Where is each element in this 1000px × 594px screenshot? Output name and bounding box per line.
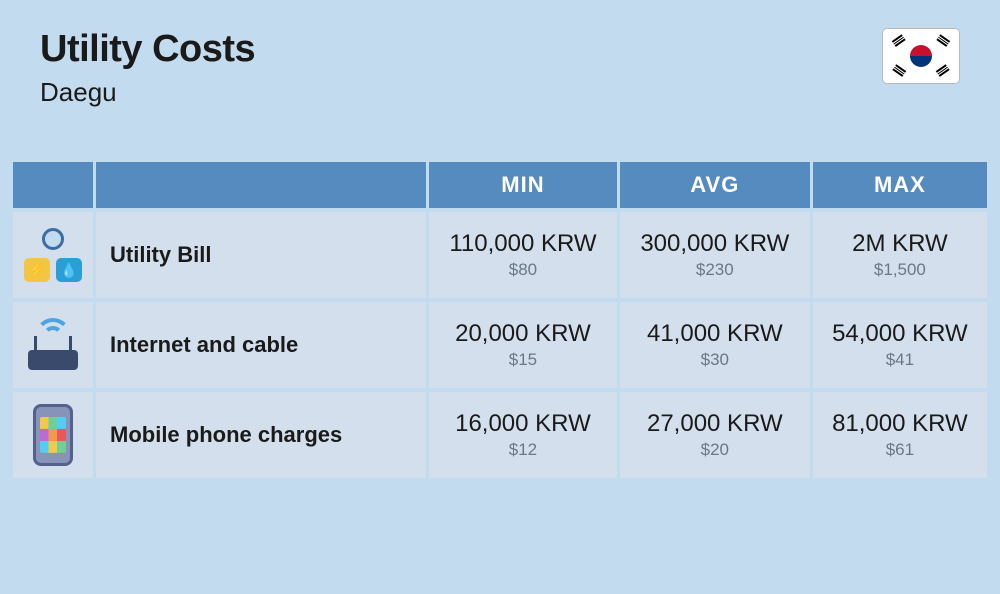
usd-value: $61: [819, 440, 981, 460]
usd-value: $12: [435, 440, 611, 460]
krw-value: 300,000 KRW: [626, 230, 804, 258]
header-row: MIN AVG MAX: [13, 162, 987, 208]
cell-avg: 27,000 KRW $20: [620, 392, 810, 478]
table-row: Internet and cable 20,000 KRW $15 41,000…: [13, 302, 987, 388]
cell-max: 2M KRW $1,500: [813, 212, 987, 298]
row-label: Utility Bill: [96, 212, 426, 298]
usd-value: $41: [819, 350, 981, 370]
table-row: Mobile phone charges 16,000 KRW $12 27,0…: [13, 392, 987, 478]
krw-value: 16,000 KRW: [435, 410, 611, 438]
usd-value: $15: [435, 350, 611, 370]
table-row: ⚡ 💧 Utility Bill 110,000 KRW $80 300,000…: [13, 212, 987, 298]
page-subtitle: Daegu: [40, 77, 255, 108]
title-block: Utility Costs Daegu: [40, 28, 255, 108]
cell-min: 16,000 KRW $12: [429, 392, 617, 478]
row-label: Internet and cable: [96, 302, 426, 388]
krw-value: 41,000 KRW: [626, 320, 804, 348]
router-icon: [13, 302, 93, 388]
cell-avg: 41,000 KRW $30: [620, 302, 810, 388]
page-title: Utility Costs: [40, 28, 255, 71]
header-blank-icon: [13, 162, 93, 208]
krw-value: 54,000 KRW: [819, 320, 981, 348]
row-label: Mobile phone charges: [96, 392, 426, 478]
header-blank-label: [96, 162, 426, 208]
usd-value: $20: [626, 440, 804, 460]
cost-table: MIN AVG MAX ⚡ 💧 Utility Bill 110,000 KRW…: [10, 158, 990, 482]
col-avg: AVG: [620, 162, 810, 208]
cell-min: 110,000 KRW $80: [429, 212, 617, 298]
usd-value: $80: [435, 260, 611, 280]
utility-bill-icon: ⚡ 💧: [13, 212, 93, 298]
cell-min: 20,000 KRW $15: [429, 302, 617, 388]
phone-icon: [13, 392, 93, 478]
flag-korea-icon: [882, 28, 960, 84]
usd-value: $1,500: [819, 260, 981, 280]
usd-value: $30: [626, 350, 804, 370]
krw-value: 81,000 KRW: [819, 410, 981, 438]
krw-value: 20,000 KRW: [435, 320, 611, 348]
usd-value: $230: [626, 260, 804, 280]
cell-avg: 300,000 KRW $230: [620, 212, 810, 298]
header: Utility Costs Daegu: [0, 0, 1000, 128]
cell-max: 81,000 KRW $61: [813, 392, 987, 478]
krw-value: 27,000 KRW: [626, 410, 804, 438]
krw-value: 110,000 KRW: [435, 230, 611, 258]
col-min: MIN: [429, 162, 617, 208]
col-max: MAX: [813, 162, 987, 208]
krw-value: 2M KRW: [819, 230, 981, 258]
cell-max: 54,000 KRW $41: [813, 302, 987, 388]
